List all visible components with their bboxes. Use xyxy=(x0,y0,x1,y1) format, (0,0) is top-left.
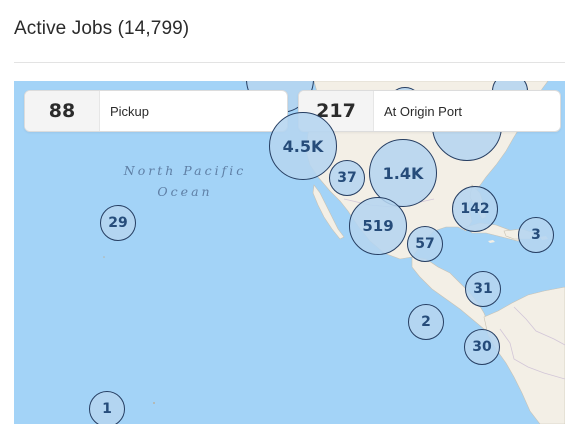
cluster-marker-31[interactable]: 31 xyxy=(465,271,501,307)
stat-card-pickup[interactable]: 88 Pickup xyxy=(24,90,288,132)
land-south-america xyxy=(483,286,565,424)
stat-value-pickup: 88 xyxy=(25,91,100,131)
land-baja xyxy=(312,184,345,240)
cluster-marker-142[interactable]: 142 xyxy=(452,186,498,232)
stat-label-at-origin-port: At Origin Port xyxy=(384,103,463,119)
cluster-marker-2[interactable]: 2 xyxy=(408,304,444,340)
stat-card-at-origin-port[interactable]: 217 At Origin Port xyxy=(298,90,561,132)
cluster-marker-1-4k[interactable]: 1.4K xyxy=(369,139,437,207)
ocean-label-line1: North Pacific xyxy=(123,163,247,178)
ocean-label: North Pacific Ocean xyxy=(110,160,260,202)
cluster-marker-3[interactable]: 3 xyxy=(518,217,554,253)
cluster-marker-1[interactable]: 1 xyxy=(89,391,125,424)
island-dot xyxy=(103,256,105,258)
cluster-marker-4-5k[interactable]: 4.5K xyxy=(269,112,337,180)
cluster-marker-37[interactable]: 37 xyxy=(329,160,365,196)
stat-label-pickup: Pickup xyxy=(110,103,150,119)
land-island-2 xyxy=(488,240,495,243)
jobs-map[interactable]: North Pacific Ocean 2 1 88 Pickup 217 At … xyxy=(14,81,565,424)
cluster-marker-29[interactable]: 29 xyxy=(100,205,136,241)
cluster-marker-30[interactable]: 30 xyxy=(464,329,500,365)
cluster-marker-519[interactable]: 519 xyxy=(349,197,407,255)
page-title: Active Jobs (14,799) xyxy=(14,18,190,39)
header-divider xyxy=(14,62,565,63)
ocean-label-line2: Ocean xyxy=(157,184,213,199)
cluster-marker-57[interactable]: 57 xyxy=(407,226,443,262)
island-dot xyxy=(153,402,155,404)
